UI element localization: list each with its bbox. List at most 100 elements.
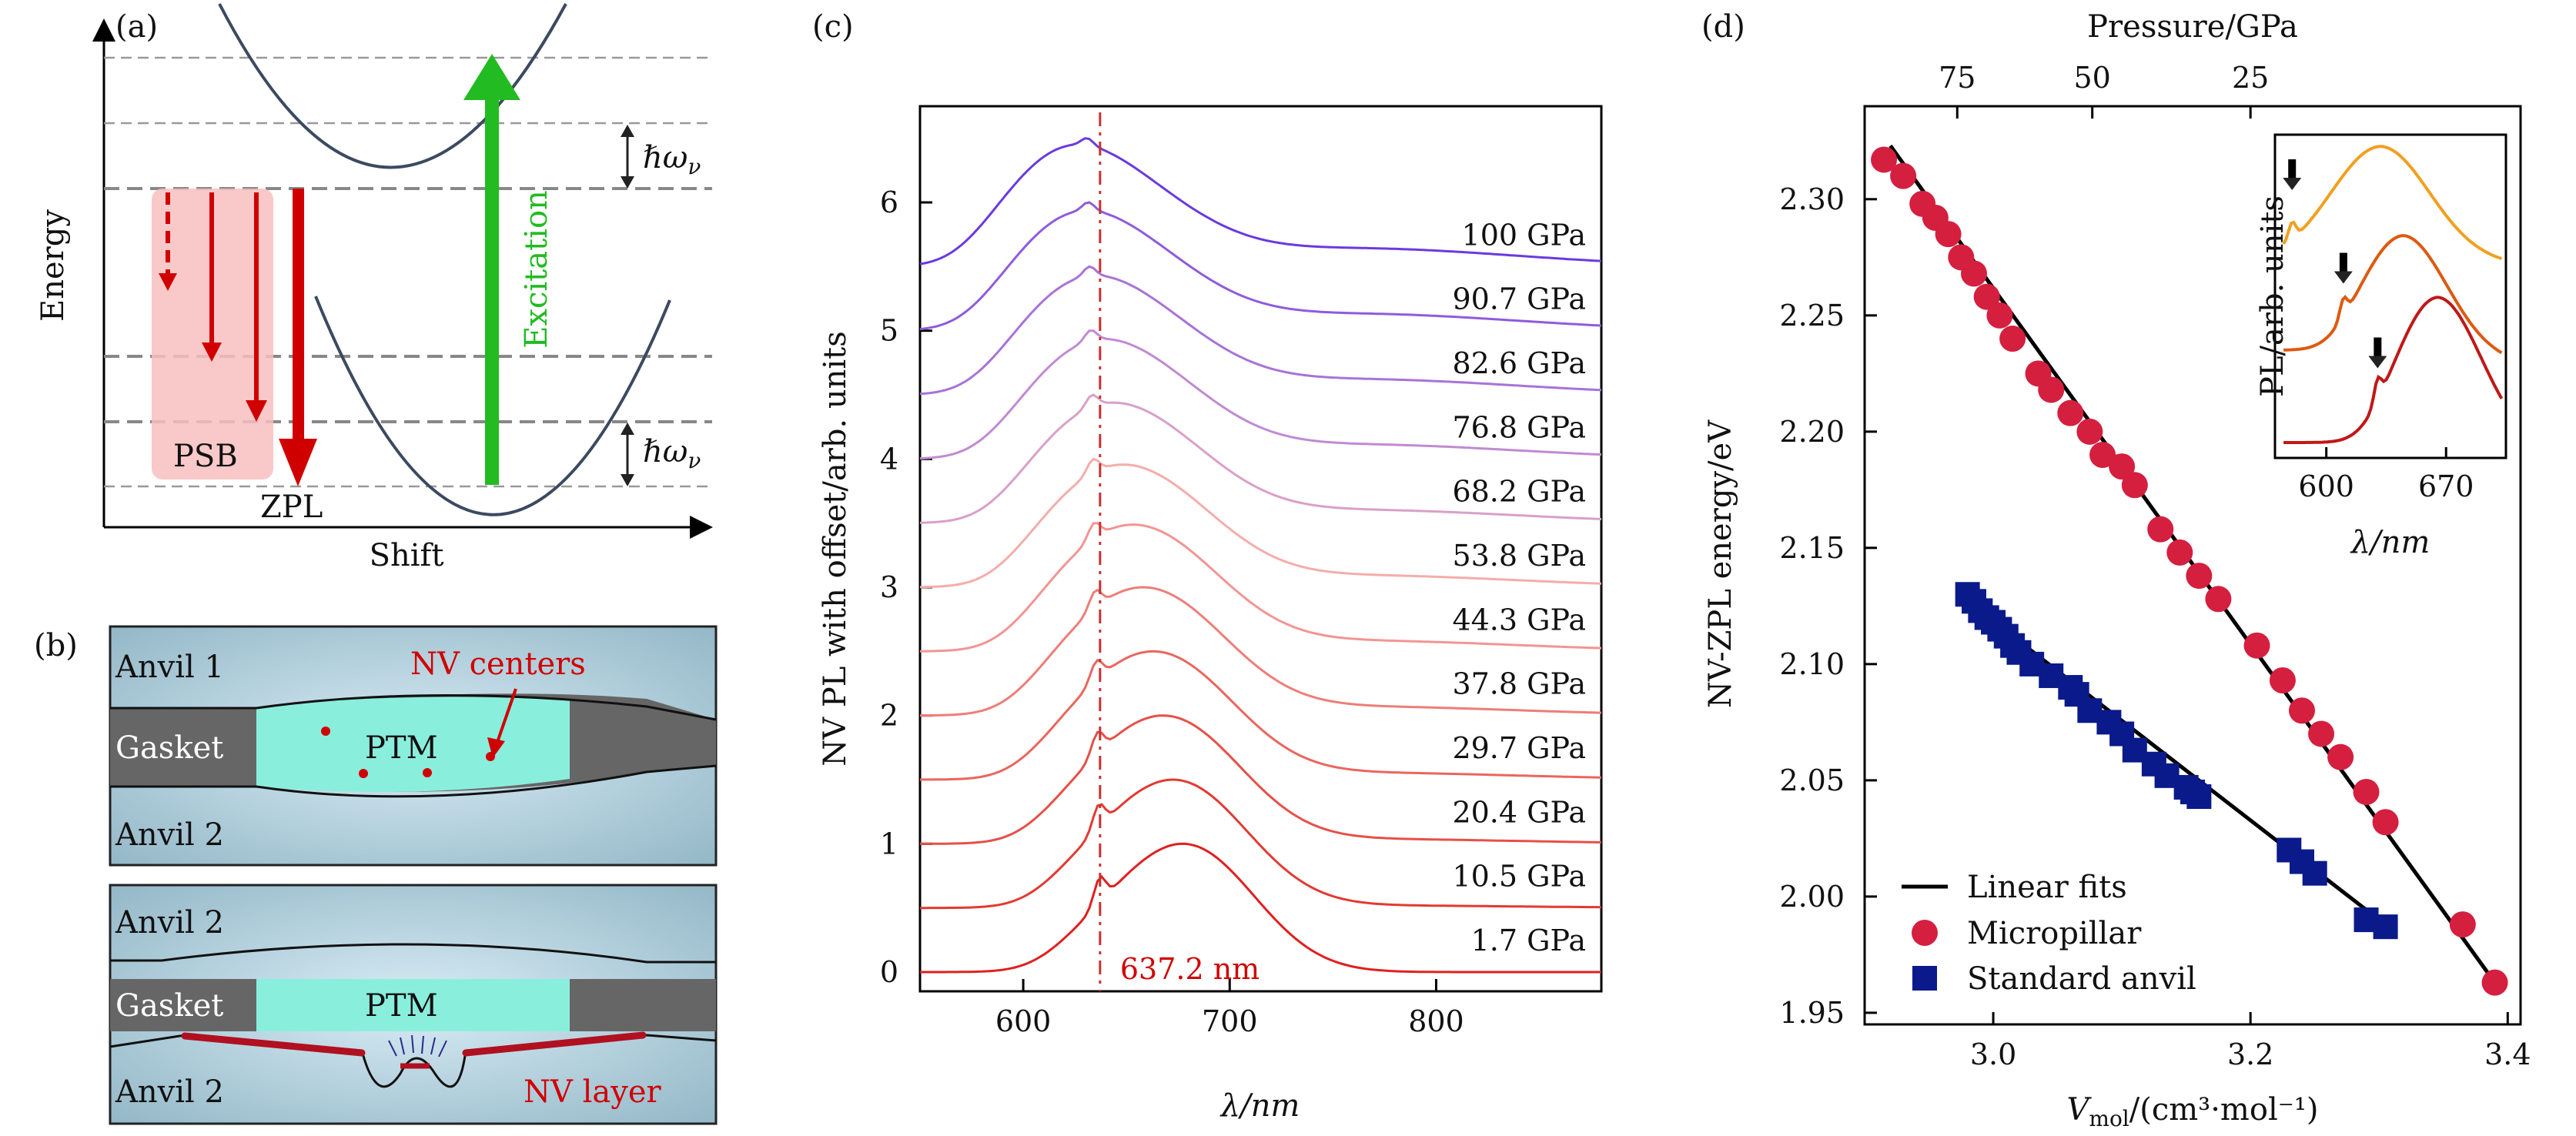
- micropillar-profile: [109, 1034, 717, 1088]
- spectrum-label: 10.5 GPa: [1452, 860, 1586, 894]
- anvil2-label-top: Anvil 2: [115, 817, 224, 853]
- plot-d-legend: Linear fits Micropillar Standard anvil: [1902, 870, 2196, 997]
- micropillar-point: [2243, 632, 2270, 659]
- standard-anvil-point: [2302, 860, 2327, 886]
- inset-frame: [2273, 133, 2507, 459]
- inset-plot-area: 600 670: [2282, 145, 2504, 503]
- y-tick-label: 2: [880, 699, 898, 733]
- nv-centers-pointer-head: [487, 737, 505, 758]
- panel-b-label: (b): [34, 628, 78, 663]
- anvil1-culet: [110, 693, 717, 721]
- inset-marker-shaft: [2374, 337, 2382, 358]
- micropillar-point: [1973, 283, 2000, 310]
- spectrum-line: [920, 586, 1602, 717]
- zpl-reference-label: 637.2 nm: [1120, 952, 1260, 986]
- spectrum-line: [919, 201, 1602, 331]
- spectrum-line: [920, 842, 1601, 974]
- micropillar-point: [2449, 911, 2476, 938]
- inset-marker-arrowhead: [2333, 271, 2353, 284]
- nv-layer-left: [181, 1032, 366, 1057]
- panel-c-label: (c): [812, 9, 854, 45]
- spectrum-label: 20.4 GPa: [1452, 795, 1586, 829]
- hw-lower-label: ℏων: [643, 434, 701, 473]
- spectrum-line: [919, 137, 1602, 266]
- micropillar-point: [2076, 418, 2103, 445]
- micropillar-point: [2327, 743, 2354, 770]
- y-tick-label: 2.25: [1779, 299, 1845, 332]
- x-tick-label: 3.0: [1970, 1037, 2016, 1071]
- y-tick-label: 2.10: [1779, 647, 1845, 681]
- psb-arrowhead-2: [246, 400, 267, 422]
- micropillar-point: [1890, 162, 1917, 189]
- micropillar-point: [2205, 586, 2232, 613]
- spectrum-line: [919, 650, 1602, 781]
- anvil2-label-lower: Anvil 2: [115, 1074, 224, 1110]
- gasket-label-top: Gasket: [115, 730, 223, 766]
- spectrum-label: 1.7 GPa: [1471, 924, 1586, 957]
- y-tick-label: 2.30: [1779, 182, 1845, 216]
- panel-a-label: (a): [115, 9, 158, 45]
- micropillar-point: [2109, 453, 2136, 480]
- spectrum-label: 44.3 GPa: [1452, 603, 1586, 636]
- plot-d-xlabel: Vmol/(cm³·mol⁻¹): [2067, 1092, 2319, 1131]
- y-tick-label: 3: [880, 570, 898, 604]
- micropillar-point: [2289, 697, 2315, 724]
- plot-c-xlabel: λ/nm: [1219, 1088, 1300, 1124]
- y-tick-label: 2.05: [1779, 763, 1845, 797]
- excitation-arrow: [485, 92, 499, 485]
- ptm-label-top: PTM: [365, 730, 438, 766]
- top-tick-label: 25: [2232, 61, 2269, 95]
- plot-d-top-xlabel: Pressure/GPa: [2087, 9, 2298, 45]
- plot-d-frame: [1863, 105, 2522, 1026]
- spectrum-label: 68.2 GPa: [1452, 475, 1586, 509]
- psb-arrowhead-1: [202, 342, 222, 362]
- micropillar-point: [2269, 667, 2296, 694]
- inset-marker-arrowhead: [2368, 356, 2387, 369]
- micropillar-point: [2481, 969, 2508, 996]
- inset-spectrum-line: [2282, 145, 2503, 260]
- psb-dashed-arrowhead: [159, 273, 177, 291]
- spectrum-label: 100 GPa: [1462, 218, 1586, 252]
- plot-c-frame: [918, 105, 1603, 993]
- y-tick-label: 2.00: [1779, 880, 1845, 914]
- spectrum-line: [919, 457, 1602, 589]
- nv-center-dot: [321, 727, 330, 736]
- nv-centers-label: NV centers: [410, 647, 586, 682]
- inset-marker-shaft: [2339, 252, 2347, 273]
- x-tick-label: 3.2: [2227, 1037, 2273, 1071]
- y-tick-label: 1: [880, 827, 898, 860]
- spectrum-line: [919, 265, 1602, 396]
- micropillar-point: [2166, 539, 2193, 566]
- micropillar-point: [2353, 778, 2380, 805]
- x-tick-label: 800: [1408, 1004, 1464, 1038]
- spectrum-line: [919, 522, 1602, 653]
- y-tick-label: 5: [880, 314, 898, 348]
- anvil2-upper-culet: [110, 943, 716, 964]
- plot-c-ylabel: NV PL with offset/arb. units: [818, 331, 853, 767]
- inset-spectrum-line: [2283, 234, 2503, 355]
- panel-c: (c) 600 700 800 0 1 2 3 4 5 6 1.7 GPa 10.5 GPa 20.4 …: [812, 9, 1603, 1124]
- micropillar-point: [2147, 516, 2174, 543]
- ptm-chamber-top: [256, 697, 570, 793]
- anvil1-label: Anvil 1: [115, 650, 224, 685]
- gasket-label-bottom: Gasket: [115, 988, 223, 1024]
- panel-b: (b) Anvil 1 Gasket PTM Anvil 2 NV center…: [34, 625, 718, 1125]
- nv-layer-label: NV layer: [524, 1074, 662, 1110]
- inset-ylabel: PL/arb. units: [2255, 195, 2290, 397]
- inset-marker-arrowhead: [2283, 178, 2302, 190]
- plot-d-ylabel: NV-ZPL energy/eV: [1703, 419, 1738, 708]
- anvil2-culet: [110, 764, 717, 798]
- inset-xlabel: λ/nm: [2350, 525, 2430, 560]
- nv-centers-pointer: [494, 688, 517, 747]
- y-tick-label: 2.20: [1779, 415, 1845, 449]
- micropillar-point: [2186, 563, 2213, 590]
- micropillar-point: [2038, 376, 2065, 403]
- spectrum-label: 90.7 GPa: [1452, 282, 1586, 316]
- panel-a: (a) Energy Shift PSB ZPL Excitation: [35, 3, 713, 573]
- legend-fit-label: Linear fits: [1967, 870, 2127, 905]
- psb-label: PSB: [173, 439, 238, 474]
- plot-d-area: 3.0 3.2 3.4 1.95 2.00 2.05 2.10 2.15 2.20 2.25 2.3…: [1779, 61, 2531, 1071]
- panel-d: (d) 3.0 3.2 3.4 1.95 2.00 2.05 2.10 2.15 2.20 2.2…: [1701, 9, 2531, 1131]
- zpl-arrow: [293, 189, 304, 443]
